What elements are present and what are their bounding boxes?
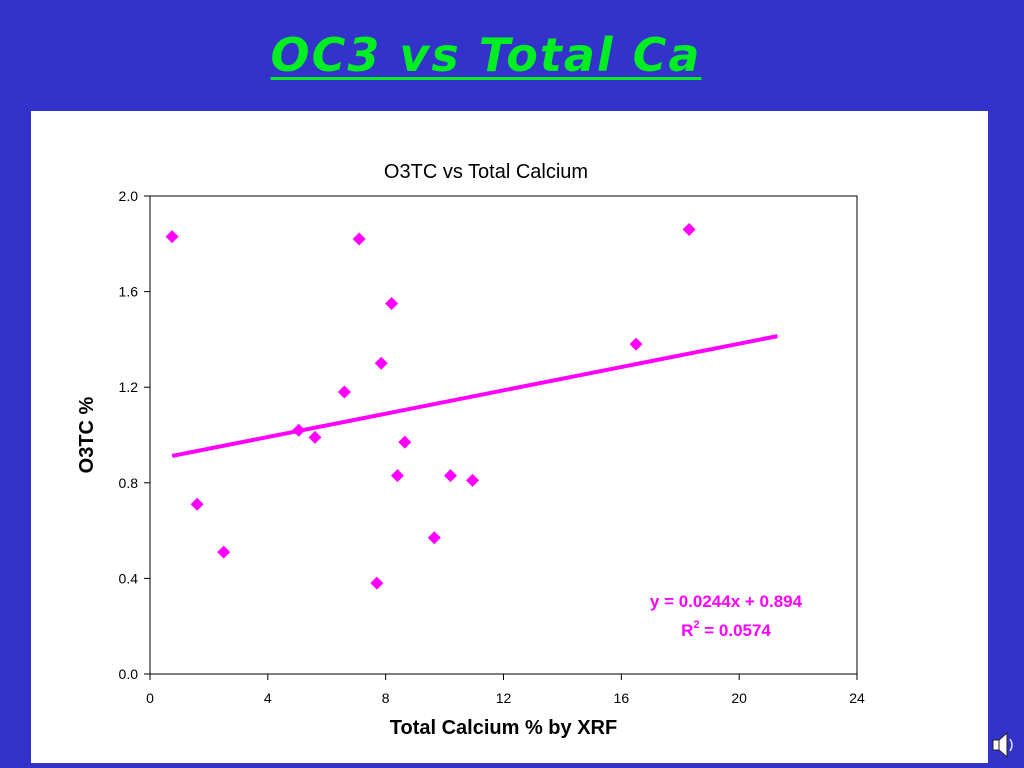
data-point xyxy=(629,337,643,351)
data-points xyxy=(165,222,696,590)
r-squared-label: R2 = 0.0574 xyxy=(681,619,771,640)
chart-title: O3TC vs Total Calcium xyxy=(384,161,588,183)
y-tick-label: 0.8 xyxy=(119,475,139,491)
data-point xyxy=(190,497,204,511)
y-tick-label: 1.2 xyxy=(119,379,139,395)
scatter-chart: O3TC vs Total Calcium 0.0 0.4 0.8 1.2 1.6 2.0… xyxy=(76,161,865,739)
y-tick-label: 0.4 xyxy=(119,570,139,586)
r2-exponent: 2 xyxy=(693,619,699,631)
data-point xyxy=(427,531,441,545)
y-tick-label: 0.0 xyxy=(119,666,139,682)
x-tick-label: 24 xyxy=(849,690,865,706)
y-axis: 0.0 0.4 0.8 1.2 1.6 2.0 xyxy=(119,188,150,682)
data-point xyxy=(398,435,412,449)
data-point xyxy=(308,430,322,444)
y-tick-label: 1.6 xyxy=(119,284,139,300)
data-point xyxy=(374,356,388,370)
slide-title: OC3 vs Total Ca xyxy=(270,28,702,82)
r2-prefix: R xyxy=(681,621,693,640)
speaker-icon[interactable] xyxy=(990,730,1016,760)
data-point xyxy=(370,576,384,590)
x-tick-label: 4 xyxy=(264,690,272,706)
trendline-equation: y = 0.0244x + 0.894 xyxy=(650,592,803,611)
data-point xyxy=(466,473,480,487)
x-tick-label: 16 xyxy=(614,690,630,706)
r2-value: = 0.0574 xyxy=(700,621,772,640)
data-point xyxy=(217,545,231,559)
x-tick-label: 12 xyxy=(496,690,512,706)
chart-panel: O3TC vs Total Calcium 0.0 0.4 0.8 1.2 1.6 2.0… xyxy=(31,111,988,763)
trendline xyxy=(171,334,778,458)
data-point xyxy=(682,222,696,236)
data-point xyxy=(165,230,179,244)
data-point xyxy=(292,423,306,437)
x-tick-label: 0 xyxy=(146,690,154,706)
data-point xyxy=(352,232,366,246)
x-axis-label: Total Calcium % by XRF xyxy=(390,717,617,739)
x-tick-label: 8 xyxy=(382,690,390,706)
x-tick-label: 20 xyxy=(731,690,747,706)
x-axis: 0 4 8 12 16 20 24 xyxy=(146,674,865,706)
y-axis-label: O3TC % xyxy=(76,396,98,473)
data-point xyxy=(443,469,457,483)
data-point xyxy=(337,385,351,399)
data-point xyxy=(390,469,404,483)
data-point xyxy=(385,297,399,311)
y-tick-label: 2.0 xyxy=(119,188,139,204)
